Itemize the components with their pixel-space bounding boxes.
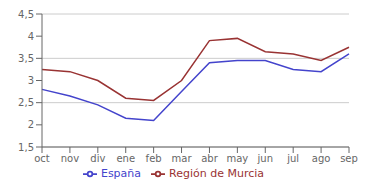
svg-text:jun: jun (257, 153, 273, 164)
svg-text:abr: abr (201, 153, 218, 164)
svg-text:4: 4 (28, 31, 34, 42)
svg-text:mar: mar (172, 153, 193, 164)
svg-text:4,5: 4,5 (18, 9, 34, 20)
svg-text:may: may (226, 153, 248, 164)
svg-text:2: 2 (28, 119, 34, 130)
svg-text:feb: feb (146, 153, 162, 164)
svg-text:nov: nov (61, 153, 79, 164)
svg-text:sep: sep (340, 153, 358, 164)
html-text:Región de Murcia: Región de Murcia (169, 167, 265, 180)
html-text:España: España (100, 167, 142, 180)
svg-text:oct: oct (34, 153, 50, 164)
svg-text:div: div (90, 153, 105, 164)
svg-text:ene: ene (116, 153, 135, 164)
svg-text:3: 3 (28, 75, 34, 86)
svg-text:1,5: 1,5 (18, 142, 34, 153)
svg-text:jul: jul (286, 153, 299, 164)
svg-text:ago: ago (312, 153, 331, 164)
svg-text:3,5: 3,5 (18, 53, 34, 64)
svg-text:2,5: 2,5 (18, 97, 34, 108)
